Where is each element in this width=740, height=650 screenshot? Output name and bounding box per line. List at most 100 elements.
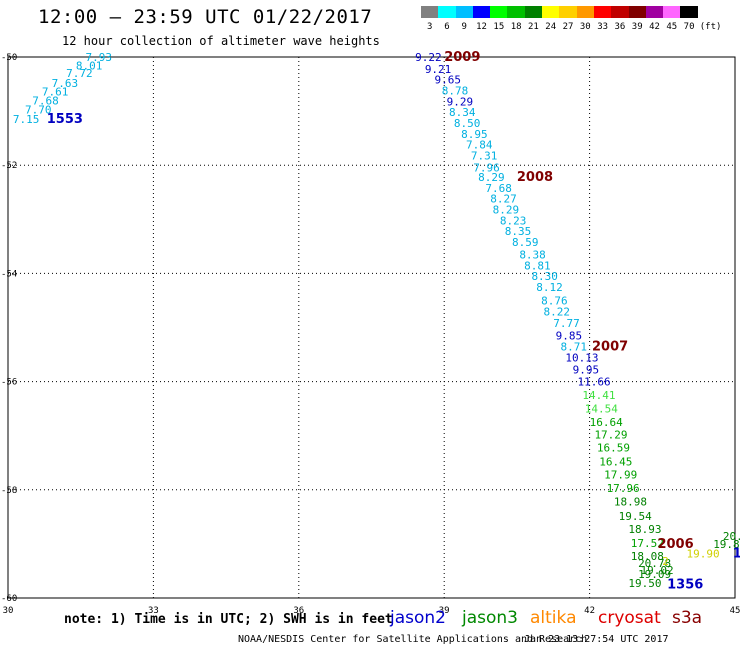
satellite-legend-item: jason3: [462, 608, 518, 628]
wave-height-value: 18.98: [614, 496, 647, 509]
wave-height-value: 11.66: [577, 376, 610, 389]
x-tick-label: 45: [730, 606, 740, 616]
wave-height-value: 8.29: [493, 204, 519, 217]
colorbar-bin: 18: [507, 6, 525, 32]
x-tick-label: 36: [293, 606, 304, 616]
wave-height-value: 7.15: [13, 113, 39, 126]
colorbar-swatch: [576, 6, 594, 18]
wave-height-value: 16.45: [599, 456, 632, 469]
colorbar-swatch: [438, 6, 456, 18]
colorbar-swatch: [490, 6, 508, 18]
colorbar-label: 27: [562, 22, 574, 32]
satellite-legend-item: altika: [530, 608, 577, 628]
wave-height-value: 2: [662, 555, 669, 568]
wave-height-value: 19.02: [640, 564, 673, 577]
colorbar-bin: 70: [680, 6, 698, 32]
colorbar-swatch: [663, 6, 681, 18]
wave-height-value: 7.84: [466, 139, 493, 152]
colorbar-label: 9: [461, 22, 467, 32]
wave-height-value: 8.34: [449, 106, 476, 119]
pass-time-label: 1553: [47, 112, 83, 127]
wave-height-value: 9.29: [447, 95, 474, 108]
colorbar-label: 6: [444, 22, 450, 32]
colorbar-label: 70: [683, 22, 695, 32]
colorbar-bin: 12: [472, 6, 491, 32]
colorbar-swatch: [680, 6, 698, 18]
colorbar-bin: 27: [559, 6, 577, 32]
wave-height-value: 8.12: [536, 281, 563, 294]
colorbar-bin: 9: [455, 6, 473, 32]
y-tick-label: -60: [1, 594, 17, 604]
wave-height-value: 19.54: [619, 510, 652, 523]
colorbar-bin: 6: [438, 6, 456, 32]
colorbar-swatch: [559, 6, 577, 18]
y-tick-label: -54: [1, 269, 17, 279]
wave-height-value: 17.99: [604, 469, 637, 482]
wave-height-value: 19.86: [713, 538, 740, 551]
wave-height-value: 8.50: [454, 117, 481, 130]
wave-height-value: 7.63: [52, 77, 78, 90]
wave-height-value: 17.96: [607, 482, 640, 495]
x-tick-label: 33: [148, 606, 159, 616]
colorbar-swatch: [593, 6, 612, 18]
wave-height-value: 8.78: [442, 85, 469, 98]
wave-height-value: 8.01: [76, 60, 103, 73]
timestamp-text: Jan 23 13:27:54 UTC 2017: [524, 634, 669, 645]
colorbar-bin: 24: [542, 6, 560, 32]
colorbar-label: 15: [493, 22, 505, 32]
colorbar-label: 21: [528, 22, 539, 32]
wave-height-value: 8.23: [500, 214, 526, 227]
wave-height-value: 17.52: [631, 537, 664, 550]
y-tick-label: -52: [1, 161, 17, 171]
credit-text: NOAA/NESDIS Center for Satellite Applica…: [238, 634, 588, 645]
wave-height-value: 7.93: [86, 51, 113, 64]
y-tick-label: -56: [1, 378, 17, 388]
x-tick-label: 30: [3, 606, 14, 616]
colorbar-swatch: [628, 6, 646, 18]
wave-height-value: 7.77: [553, 317, 580, 330]
colorbar-swatch: [507, 6, 525, 18]
wave-height-value: 20.78: [638, 557, 671, 570]
colorbar-bin: 15: [490, 6, 508, 32]
colorbar-bin: 45: [663, 6, 681, 32]
pass-time-label: 1356: [667, 577, 703, 592]
colorbar-swatch: [455, 6, 473, 18]
wave-height-value: 18.93: [628, 523, 661, 536]
pass-time-label: 2006: [657, 537, 693, 552]
colorbar-bin: 3: [421, 6, 439, 32]
y-tick-label: -50: [1, 53, 17, 63]
x-tick-label: 39: [439, 606, 450, 616]
wave-height-value: 9.65: [435, 74, 462, 87]
wave-height-value: 8.27: [490, 193, 517, 206]
wave-height-value: 16.64: [590, 416, 623, 429]
colorbar-bin: 21: [524, 6, 543, 32]
colorbar-swatch: [524, 6, 543, 18]
chart-title: 12:00 – 23:59 UTC 01/22/2017: [38, 6, 373, 28]
colorbar-label: 33: [597, 22, 609, 32]
wave-height-value: 16.59: [597, 442, 630, 455]
colorbar-label: 3: [426, 22, 433, 32]
colorbar-bin: 42: [645, 6, 664, 32]
pass-time-label: 2007: [592, 339, 628, 354]
satellite-legend-item: jason2: [390, 608, 446, 628]
satellite-legend-item: s3a: [672, 608, 703, 628]
wave-height-value: 8.38: [519, 248, 546, 261]
wave-height-value: 18.08: [631, 550, 664, 563]
colorbar-bin: 36: [611, 6, 629, 32]
wave-height-value: 8.29: [478, 171, 505, 184]
colorbar-swatch: [421, 6, 439, 18]
wave-height-value: 7.70: [25, 103, 52, 116]
wave-height-value: 14.41: [582, 389, 615, 402]
wave-height-value: 7.96: [473, 161, 500, 174]
wave-height-value: 8.76: [541, 294, 568, 307]
wave-height-value: 9.95: [573, 364, 600, 377]
wave-height-value: 7.68: [485, 182, 512, 195]
wave-height-value: 19.50: [628, 577, 661, 590]
wave-height-value: 8.59: [512, 236, 539, 249]
wave-height-value: 7.31: [471, 149, 498, 162]
pass-time-label: 2008: [517, 170, 553, 185]
colorbar-label: 12: [476, 22, 487, 32]
wave-height-value: 8.71: [561, 340, 588, 353]
wave-height-value: 17.29: [594, 429, 627, 442]
